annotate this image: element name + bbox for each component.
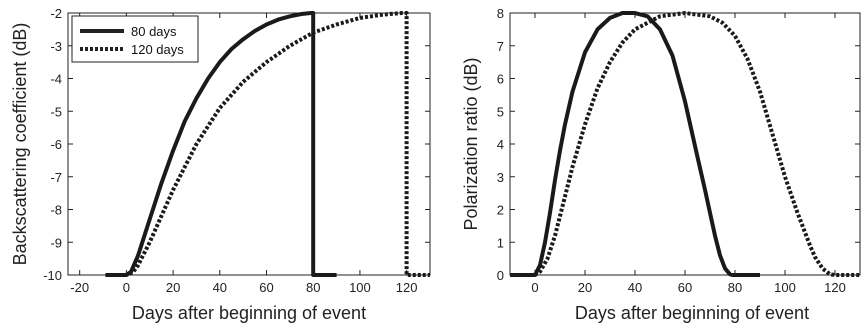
series-line-120-days [114, 11, 430, 277]
series-line-80-days [510, 11, 760, 277]
y-tick-label: 0 [497, 268, 504, 283]
left-series-lines [105, 11, 430, 277]
y-tick-label: -10 [43, 268, 62, 283]
x-tick-label: 60 [678, 280, 692, 295]
right-chart: 0 20 40 60 80 100 120 0 1 2 3 4 5 6 7 8 Days after begi… [461, 6, 861, 323]
x-tick-label: 0 [123, 280, 130, 295]
series-line-80-days [105, 11, 337, 277]
y-tick-label: -5 [50, 104, 62, 119]
y-tick-label: -6 [50, 137, 62, 152]
right-ticks: 0 20 40 60 80 100 120 0 1 2 3 4 5 6 7 8 [497, 6, 860, 295]
x-tick-label: 20 [166, 280, 180, 295]
x-tick-label: 0 [531, 280, 538, 295]
right-series-lines [510, 11, 860, 277]
y-tick-label: -3 [50, 39, 62, 54]
y-tick-label: -2 [50, 6, 62, 21]
left-x-axis-label: Days after beginning of event [132, 303, 366, 323]
legend-box [71, 15, 199, 63]
x-tick-label: -20 [70, 280, 89, 295]
right-x-axis-label: Days after beginning of event [575, 303, 809, 323]
x-tick-label: 120 [396, 280, 418, 295]
y-tick-label: 1 [497, 235, 504, 250]
y-tick-label: -9 [50, 235, 62, 250]
y-tick-label: 2 [497, 203, 504, 218]
series-line-120-days [533, 11, 860, 277]
x-tick-label: 40 [213, 280, 227, 295]
x-tick-label: 80 [306, 280, 320, 295]
legend: 80 days 120 days [71, 15, 199, 63]
y-tick-label: 3 [497, 170, 504, 185]
legend-label-80-days: 80 days [131, 24, 177, 39]
x-tick-label: 80 [728, 280, 742, 295]
right-y-axis-label: Polarization ratio (dB) [461, 57, 481, 230]
left-ticks: -20 0 20 40 60 80 100 120 -10 -9 -8 -7 -6 -5 -4 -3 -2 [43, 6, 430, 295]
x-tick-label: 60 [259, 280, 273, 295]
legend-label-120-days: 120 days [131, 42, 184, 57]
y-tick-label: -7 [50, 170, 62, 185]
y-tick-label: 8 [497, 6, 504, 21]
x-tick-label: 120 [824, 280, 846, 295]
y-tick-label: 5 [497, 104, 504, 119]
y-tick-label: 7 [497, 39, 504, 54]
left-chart: -20 0 20 40 60 80 100 120 -10 -9 -8 -7 -6 -5 -4 -3 -2 Da… [10, 6, 431, 323]
x-tick-label: 100 [774, 280, 796, 295]
left-y-axis-label: Backscattering coefficient (dB) [10, 23, 30, 266]
x-tick-label: 20 [578, 280, 592, 295]
x-tick-label: 100 [349, 280, 371, 295]
x-tick-label: 40 [628, 280, 642, 295]
y-tick-label: -4 [50, 72, 62, 87]
y-tick-label: 6 [497, 72, 504, 87]
y-tick-label: -8 [50, 203, 62, 218]
y-tick-label: 4 [497, 137, 504, 152]
